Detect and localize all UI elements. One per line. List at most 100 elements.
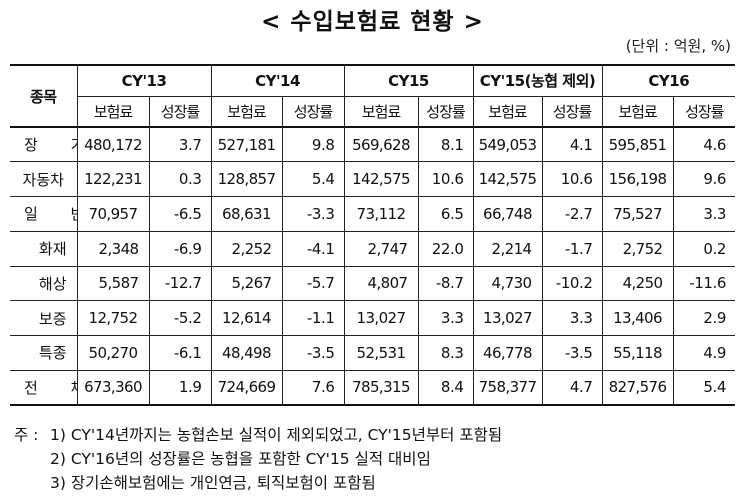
cell-growth: 3.3 [672, 196, 736, 232]
cell-premium: 480,172 [76, 127, 150, 163]
cell-premium: 527,181 [210, 127, 283, 163]
cell-premium: 5,267 [210, 266, 283, 302]
cell-premium: 68,631 [210, 196, 283, 232]
row-category: 특종 [10, 335, 78, 371]
cell-premium: 827,576 [601, 370, 674, 406]
cell-growth: -6.5 [148, 196, 212, 232]
cell-growth: -12.7 [148, 266, 212, 302]
row-category: 해상 [10, 266, 78, 302]
footnote-1: 주 : 1) CY'14년까지는 농협손보 실적이 제외되었고, CY'15년부터… [14, 423, 502, 447]
cell-premium: 156,198 [601, 161, 674, 197]
cell-premium: 785,315 [343, 370, 419, 406]
cell-premium: 55,118 [601, 335, 674, 371]
header-cy16: CY16 [601, 65, 736, 97]
cell-premium: 75,527 [601, 196, 674, 232]
table-row: 장 기 480,172 3.7 527,181 9.8 569,628 8.1 … [10, 127, 736, 163]
cell-growth: -1.7 [541, 231, 603, 267]
cell-growth: 3.3 [417, 300, 474, 336]
cell-premium: 4,807 [343, 266, 419, 302]
header-sub-row: 보험료 성장률 보험료 성장률 보험료 성장률 보험료 성장률 보험료 성장률 [10, 96, 736, 128]
table-row: 특종 50,270 -6.1 48,498 -3.5 52,531 8.3 46… [10, 335, 736, 371]
cell-premium: 2,348 [76, 231, 150, 267]
header-group-row: 종목 CY'13 CY'14 CY15 CY'15(농협 제외) CY16 [10, 65, 736, 128]
cell-growth: -6.1 [148, 335, 212, 371]
cell-premium: 549,053 [472, 127, 543, 163]
cell-premium: 48,498 [210, 335, 283, 371]
cell-growth: -2.7 [541, 196, 603, 232]
cell-growth: -3.3 [281, 196, 345, 232]
cell-growth: -1.1 [281, 300, 345, 336]
header-premium: 보험료 [343, 96, 419, 128]
page-title: < 수입보험료 현황 > [261, 9, 484, 35]
cell-growth: 9.8 [281, 127, 345, 163]
cell-growth: -5.2 [148, 300, 212, 336]
footnote-3: 3) 장기손해보험에는 개인연금, 퇴직보험이 포함됨 [14, 471, 502, 495]
table-row: 해상 5,587 -12.7 5,267 -5.7 4,807 -8.7 4,7… [10, 266, 736, 302]
footnote-prefix: 주 : [14, 426, 39, 444]
cell-growth: 8.4 [417, 370, 474, 406]
footnotes: 주 : 1) CY'14년까지는 농협손보 실적이 제외되었고, CY'15년부터… [14, 423, 502, 495]
footnote-2: 2) CY'16년의 성장률은 농협을 포함한 CY'15 실적 대비임 [14, 447, 502, 471]
cell-growth: 3.7 [148, 127, 212, 163]
cell-growth: 4.7 [541, 370, 603, 406]
cell-premium: 12,752 [76, 300, 150, 336]
cell-growth: 7.6 [281, 370, 345, 406]
cell-growth: 1.9 [148, 370, 212, 406]
header-cy15-excl-nh: CY'15(농협 제외) [472, 65, 603, 97]
cell-premium: 66,748 [472, 196, 543, 232]
row-category: 자동차 [10, 161, 78, 197]
cell-growth: 9.6 [672, 161, 736, 197]
cell-premium: 2,747 [343, 231, 419, 267]
row-category: 화재 [10, 231, 78, 267]
header-premium: 보험료 [77, 96, 150, 128]
cell-growth: -6.9 [148, 231, 212, 267]
cell-growth: 6.5 [417, 196, 474, 232]
header-premium: 보험료 [472, 96, 543, 128]
cell-premium: 4,250 [601, 266, 674, 302]
header-growth: 성장률 [541, 96, 603, 128]
cell-premium: 4,730 [472, 266, 543, 302]
cell-premium: 142,575 [472, 161, 543, 197]
header-premium: 보험료 [601, 96, 674, 128]
cell-premium: 595,851 [601, 127, 674, 163]
cell-growth: 0.3 [148, 161, 212, 197]
cell-growth: -8.7 [417, 266, 474, 302]
cell-growth: 10.6 [417, 161, 474, 197]
cell-premium: 673,360 [76, 370, 150, 406]
cell-premium: 2,252 [210, 231, 283, 267]
cell-premium: 2,752 [601, 231, 674, 267]
cell-growth: -3.5 [541, 335, 603, 371]
footnote-text: 3) 장기손해보험에는 개인연금, 퇴직보험이 포함됨 [50, 474, 376, 492]
cell-growth: 5.4 [281, 161, 345, 197]
header-growth: 성장률 [148, 96, 212, 128]
cell-premium: 13,406 [601, 300, 674, 336]
footnote-text: 2) CY'16년의 성장률은 농협을 포함한 CY'15 실적 대비임 [50, 450, 431, 468]
cell-growth: 4.1 [541, 127, 603, 163]
premium-income-table: 종목 CY'13 CY'14 CY15 CY'15(농협 제외) CY16 보험… [10, 64, 736, 406]
footnote-text: 1) CY'14년까지는 농협손보 실적이 제외되었고, CY'15년부터 포함… [50, 426, 503, 444]
cell-premium: 122,231 [76, 161, 150, 197]
cell-premium: 46,778 [472, 335, 543, 371]
cell-premium: 50,270 [76, 335, 150, 371]
cell-premium: 52,531 [343, 335, 419, 371]
cell-growth: 4.6 [672, 127, 736, 163]
cell-growth: 10.6 [541, 161, 603, 197]
header-cy15: CY15 [343, 65, 474, 97]
cell-growth: -11.6 [672, 266, 736, 302]
cell-premium: 13,027 [472, 300, 543, 336]
cell-premium: 5,587 [76, 266, 150, 302]
cell-premium: 758,377 [472, 370, 543, 406]
cell-premium: 724,669 [210, 370, 283, 406]
cell-premium: 569,628 [343, 127, 419, 163]
cell-growth: -10.2 [541, 266, 603, 302]
cell-growth: 5.4 [672, 370, 736, 406]
cell-growth: 0.2 [672, 231, 736, 267]
header-growth: 성장률 [417, 96, 474, 128]
cell-growth: 8.3 [417, 335, 474, 371]
cell-growth: 4.9 [672, 335, 736, 371]
cell-growth: 2.9 [672, 300, 736, 336]
cell-premium: 2,214 [472, 231, 543, 267]
table-row: 일 반 70,957 -6.5 68,631 -3.3 73,112 6.5 6… [10, 196, 736, 232]
cell-premium: 128,857 [210, 161, 283, 197]
